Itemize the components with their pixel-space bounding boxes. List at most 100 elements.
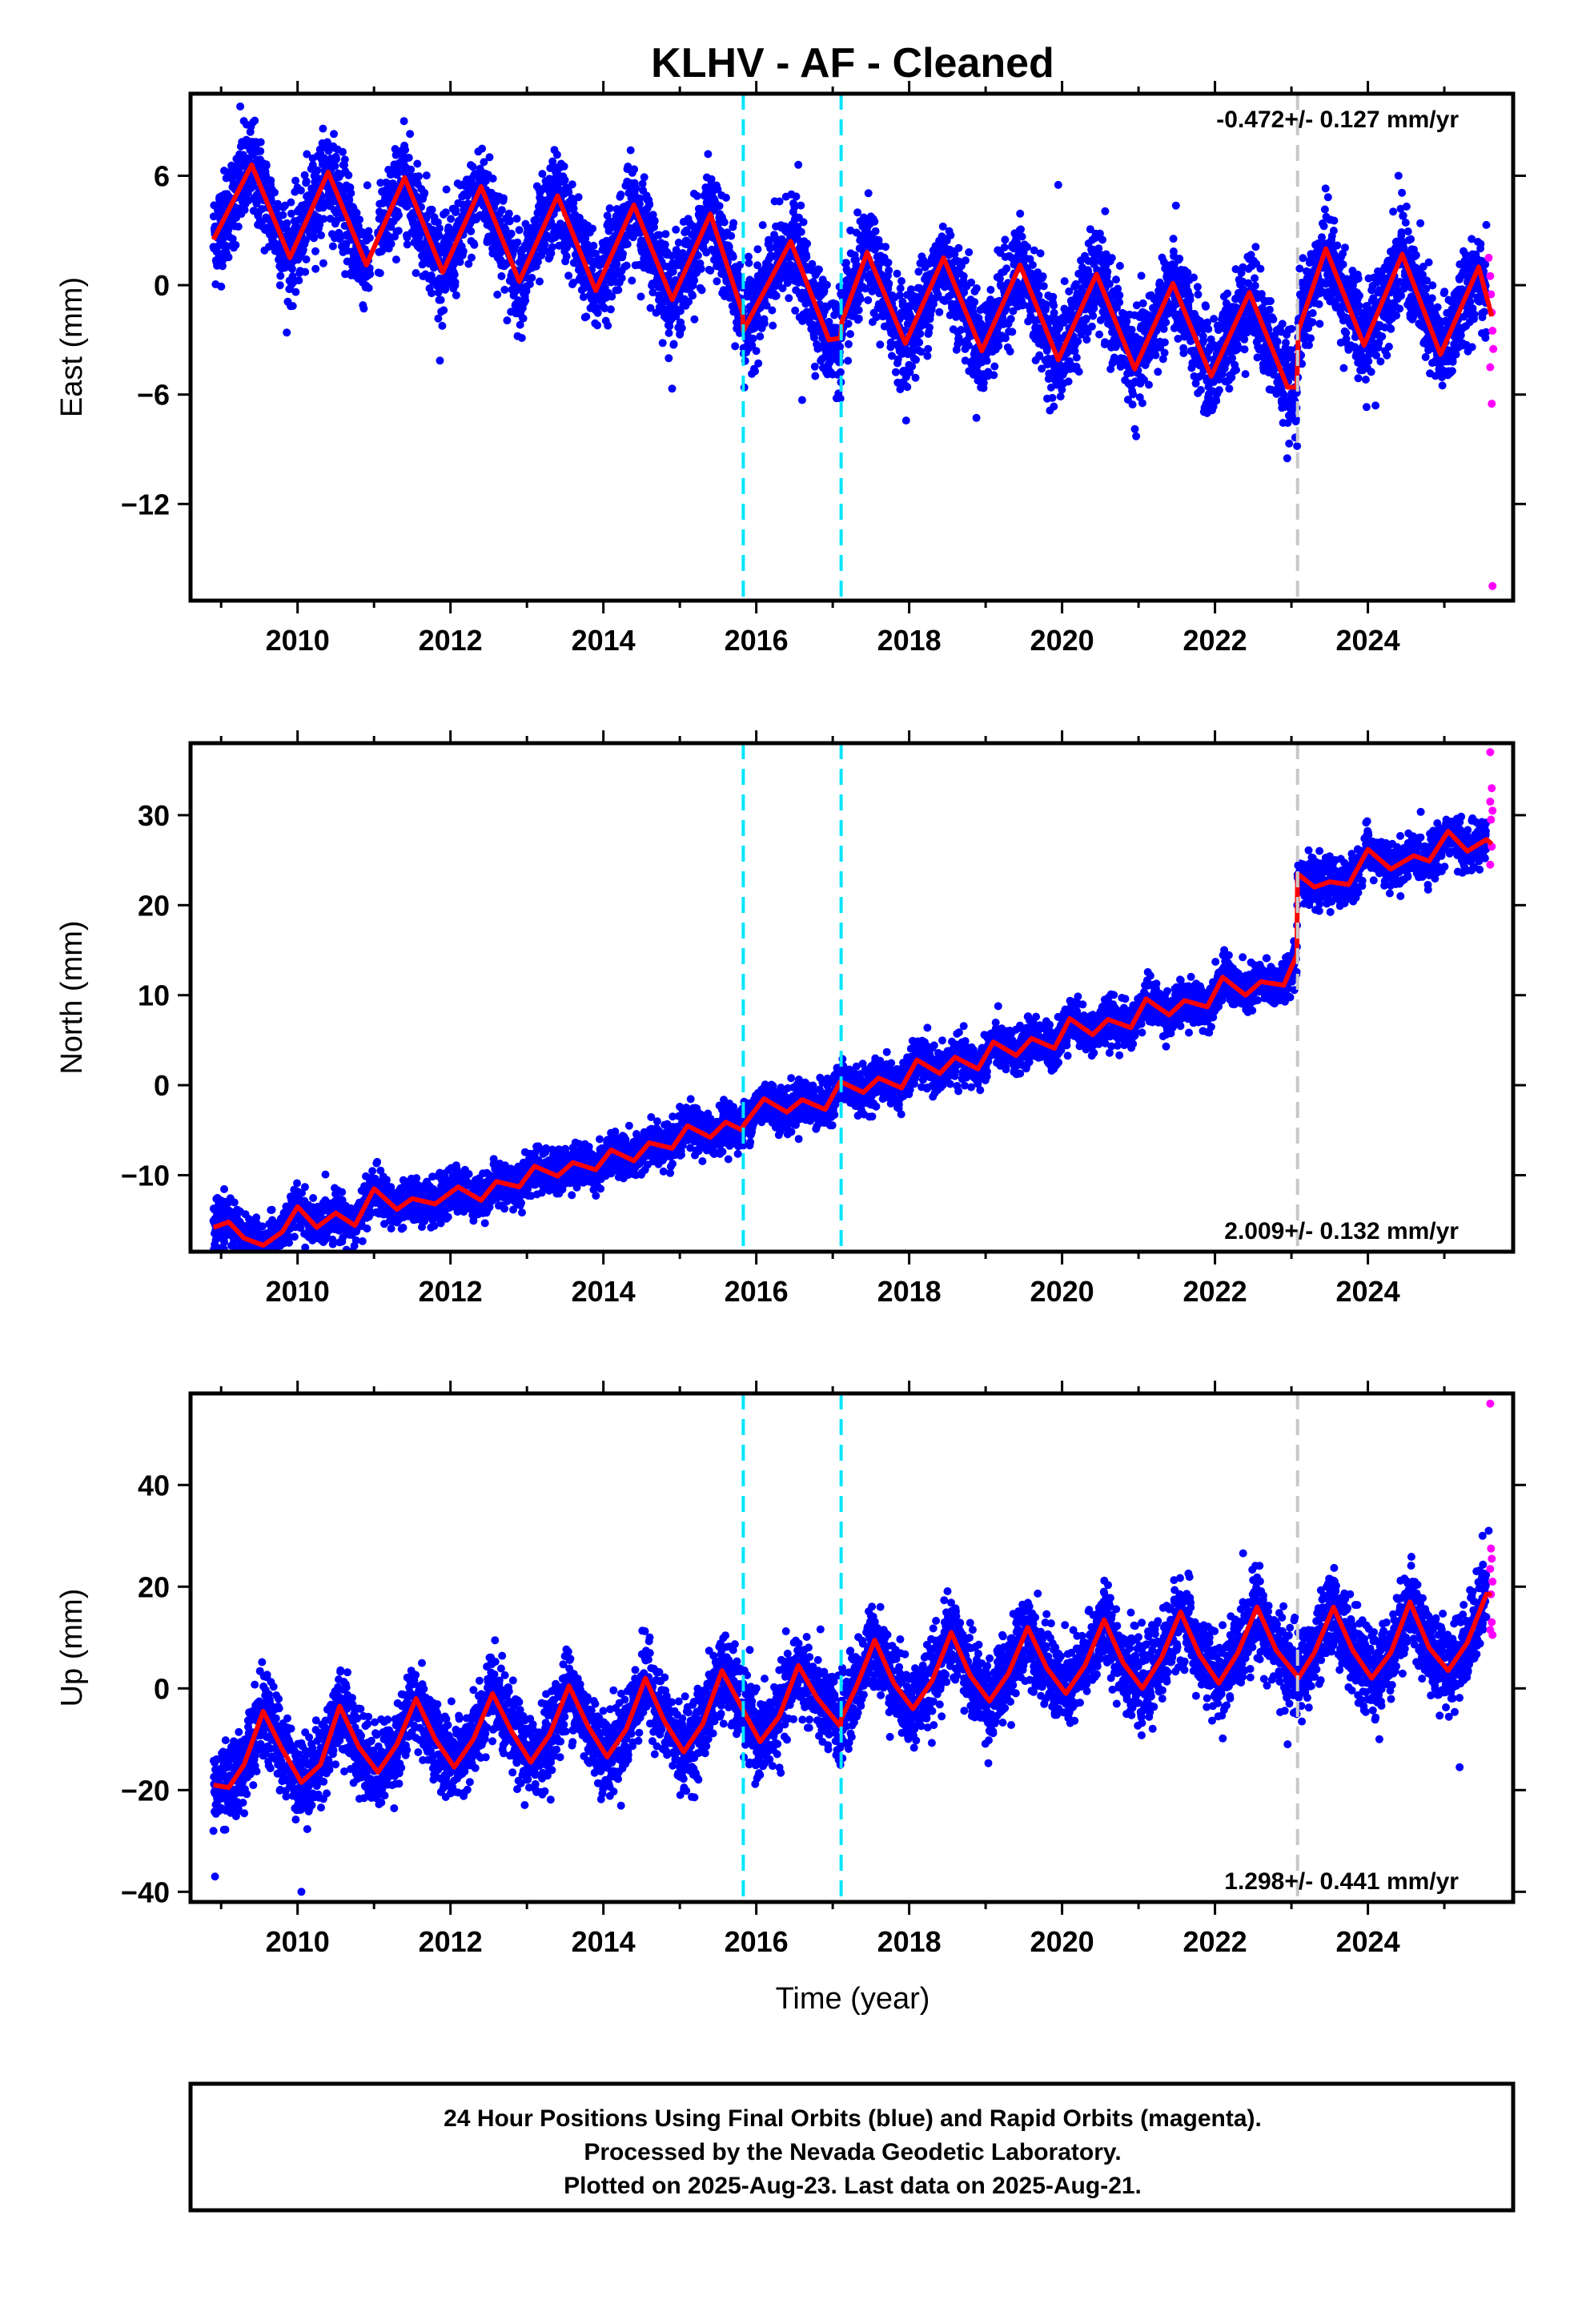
final-orbit-point (635, 199, 644, 208)
final-orbit-point (412, 269, 420, 277)
final-orbit-point (456, 258, 464, 267)
final-orbit-point (391, 255, 400, 264)
final-orbit-point (1251, 281, 1259, 290)
final-orbit-point (300, 171, 309, 179)
final-orbit-point (962, 256, 970, 265)
final-orbit-point (1006, 347, 1014, 356)
final-orbit-point (506, 216, 515, 225)
final-orbit-point (1107, 254, 1116, 263)
final-orbit-point (568, 180, 576, 189)
east-panel: 2010 2012 2014 2016 2018 2020 2022 202460−6−12E… (55, 81, 1526, 657)
final-orbit-point (335, 228, 343, 237)
final-orbit-point (924, 344, 933, 353)
final-orbit-point (994, 342, 1003, 350)
final-orbit-point (672, 225, 681, 234)
final-orbit-point (468, 163, 477, 171)
final-orbit-point (582, 312, 591, 321)
final-orbit-point (1138, 299, 1147, 308)
final-orbit-point (648, 288, 657, 297)
final-orbit-point (442, 185, 451, 194)
final-orbit-point (893, 269, 901, 278)
final-orbit-point (775, 197, 784, 206)
final-orbit-point (319, 124, 327, 133)
final-orbit-point (972, 413, 981, 422)
final-orbit-point (376, 179, 385, 187)
final-orbit-point (636, 292, 645, 301)
final-orbit-point (428, 289, 436, 298)
final-orbit-point (500, 285, 509, 294)
final-orbit-point (630, 165, 639, 174)
final-orbit-point (690, 315, 699, 324)
final-orbit-point (575, 213, 584, 222)
final-orbit-point (588, 224, 597, 233)
final-orbit-point (1210, 315, 1219, 324)
final-orbit-point (713, 277, 721, 286)
final-orbit-point (1169, 235, 1178, 243)
final-orbit-point (616, 191, 625, 199)
final-orbit-point (1098, 235, 1106, 244)
final-orbit-point (636, 194, 644, 203)
final-orbit-point (915, 338, 924, 347)
final-orbit-point (1160, 338, 1169, 347)
final-orbit-point (1087, 322, 1096, 331)
final-orbit-point (1074, 337, 1082, 346)
final-orbit-point (413, 159, 422, 168)
final-orbit-point (301, 267, 310, 276)
final-orbit-point (1130, 424, 1139, 433)
final-orbit-point (815, 265, 823, 274)
final-orbit-point (339, 147, 347, 156)
final-orbit-point (1225, 384, 1234, 393)
final-orbit-point (791, 306, 800, 315)
final-orbit-point (617, 274, 626, 283)
final-orbit-point (470, 240, 479, 249)
final-orbit-point (1105, 279, 1114, 288)
final-orbit-point (228, 235, 237, 243)
final-orbit-point (753, 245, 762, 254)
final-orbit-point (1000, 243, 1009, 251)
final-orbit-point (914, 267, 923, 276)
final-orbit-point (623, 239, 632, 248)
final-orbit-point (1112, 275, 1120, 284)
final-orbit-point (359, 304, 368, 313)
final-orbit-point (632, 184, 640, 193)
final-orbit-point (364, 283, 373, 292)
final-orbit-point (844, 340, 853, 348)
final-orbit-point (440, 306, 448, 315)
final-orbit-point (628, 276, 636, 285)
final-orbit-point (972, 284, 981, 292)
final-orbit-point (287, 264, 296, 273)
final-orbit-point (1232, 366, 1240, 374)
final-orbit-point (363, 181, 371, 190)
final-orbit-point (864, 296, 873, 304)
final-orbit-point (593, 321, 602, 330)
final-orbit-point (1223, 289, 1232, 298)
final-orbit-point (729, 219, 738, 227)
final-orbit-point (283, 219, 291, 227)
final-orbit-point (287, 198, 295, 207)
final-orbit-point (313, 166, 322, 175)
final-orbit-point (341, 270, 350, 279)
final-orbit-point (515, 226, 524, 235)
final-orbit-point (564, 188, 573, 196)
final-orbit-point (1006, 315, 1015, 324)
final-orbit-point (1241, 370, 1250, 379)
final-orbit-point (447, 215, 456, 223)
final-orbit-point (484, 237, 493, 246)
final-orbit-point (459, 247, 468, 255)
final-orbit-point (1190, 273, 1198, 282)
final-orbit-point (287, 209, 295, 218)
final-orbit-point (428, 205, 436, 214)
final-orbit-point (697, 264, 705, 273)
final-orbit-point (665, 328, 673, 337)
final-orbit-point (497, 271, 506, 280)
final-orbit-point (218, 262, 227, 271)
final-orbit-point (224, 253, 233, 262)
final-orbit-point (731, 342, 740, 351)
final-orbit-point (797, 227, 805, 236)
final-orbit-point (1251, 243, 1260, 251)
final-orbit-point (404, 154, 413, 162)
final-orbit-point (903, 383, 912, 392)
final-orbit-point (982, 356, 991, 365)
final-orbit-point (1240, 345, 1249, 354)
final-orbit-point (704, 150, 713, 159)
